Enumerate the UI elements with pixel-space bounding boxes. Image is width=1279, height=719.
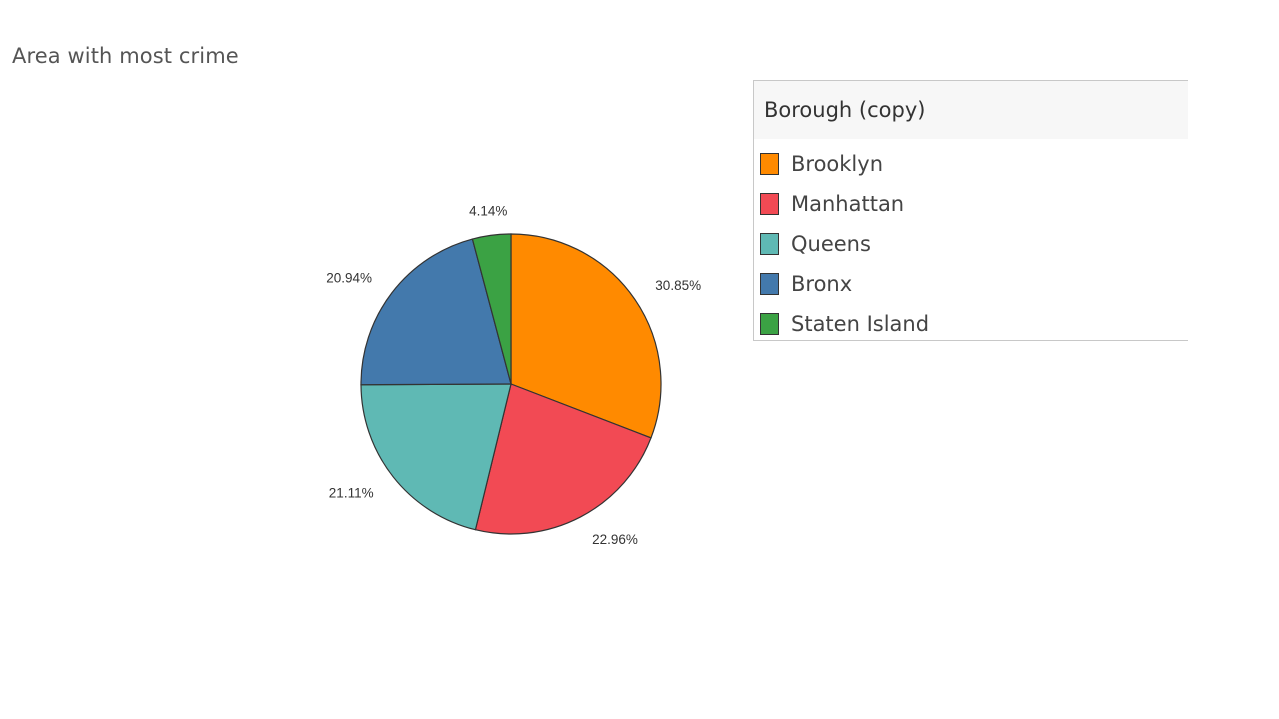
pie-slice-label: 22.96%: [592, 532, 638, 547]
pie-slices: [360, 233, 662, 535]
legend-title: Borough (copy): [754, 81, 1188, 139]
pie-slice-label: 30.85%: [655, 278, 701, 293]
legend-list: Brooklyn Manhattan Queens Bronx Staten Islan…: [754, 139, 1188, 344]
pie-slice-label: 21.11%: [329, 485, 374, 500]
legend-swatch: [760, 313, 779, 335]
pie-slice-brooklyn[interactable]: [510, 233, 662, 439]
legend-swatch: [760, 273, 779, 295]
page-title: Area with most crime: [12, 44, 239, 68]
legend-label: Bronx: [791, 272, 853, 296]
pie-slice-staten-island[interactable]: [471, 233, 512, 385]
legend: Borough (copy) Brooklyn Manhattan Queens Br…: [753, 80, 1188, 341]
legend-item[interactable]: Manhattan: [760, 184, 1188, 224]
legend-label: Queens: [791, 232, 871, 256]
legend-item[interactable]: Queens: [760, 224, 1188, 264]
legend-swatch: [760, 153, 779, 175]
legend-item[interactable]: Staten Island: [760, 304, 1188, 344]
legend-label: Manhattan: [791, 192, 905, 216]
legend-item[interactable]: Bronx: [760, 264, 1188, 304]
pie-slice-label: 20.94%: [326, 271, 372, 286]
legend-swatch: [760, 193, 779, 215]
legend-item[interactable]: Brooklyn: [760, 144, 1188, 184]
pie-labels: 30.85% 22.96% 21.11% 20.94% 4.14%: [326, 204, 701, 548]
pie-slice-manhattan[interactable]: [474, 383, 652, 535]
legend-label: Staten Island: [791, 312, 930, 336]
legend-label: Brooklyn: [791, 152, 884, 176]
pie-slice-label: 4.14%: [469, 204, 507, 219]
legend-swatch: [760, 233, 779, 255]
pie-slice-queens[interactable]: [360, 383, 512, 531]
pie-slice-bronx[interactable]: [360, 238, 512, 386]
